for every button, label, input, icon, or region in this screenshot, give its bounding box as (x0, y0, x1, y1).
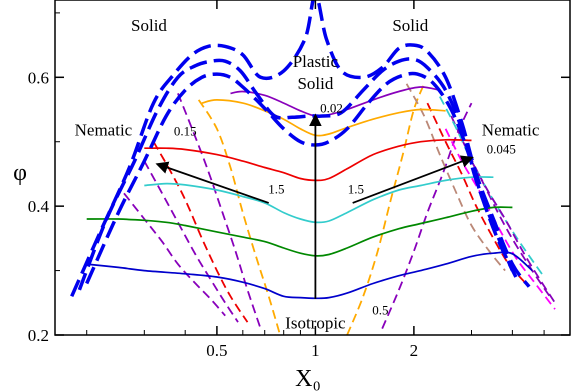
annotation-nematic-right: Nematic (482, 120, 540, 139)
annotation-v-15-right: 1.5 (348, 181, 364, 196)
series-line-boundary-inner (85, 71, 518, 285)
series-line-dash-cyan-right (439, 96, 545, 278)
annotation-nematic-left: Nematic (75, 120, 133, 139)
annotation-layer: Solid Solid Plastic Solid 0.02 Nematic 0.15 Nem… (75, 16, 540, 333)
series-line-dash-purple-left-2 (143, 160, 239, 323)
y-tick-label: 0.2 (28, 326, 49, 345)
series-line-dash-brown-right (405, 83, 506, 272)
annotation-v-15-left: 1.5 (268, 181, 284, 196)
series-line-dash-red-right (426, 102, 527, 285)
series-line-dash-purple-right-1 (381, 102, 473, 329)
series-line-dash-purple-left-1 (177, 93, 262, 329)
arrow-left (155, 161, 270, 204)
series-line-red (144, 138, 472, 182)
arrow-right (352, 155, 474, 204)
annotation-v-05: 0.5 (372, 302, 388, 317)
annotation-plastic: Plastic (293, 52, 339, 71)
series-line-dash-purple-right-3 (470, 160, 556, 304)
annotation-plastic-solid: Solid (297, 74, 333, 93)
series-line-green (86, 206, 513, 257)
annotation-solid-left: Solid (131, 16, 167, 35)
axis-layer: 0.5 1 2 0.2 0.4 0.6 (28, 0, 571, 360)
plot-frame (54, 0, 571, 336)
y-tick-label: 0.4 (28, 197, 50, 216)
annotation-v-0045: 0.045 (487, 141, 516, 156)
y-tick-label: 0.6 (28, 68, 49, 87)
arrow-layer (155, 113, 474, 299)
x-tick-label: 2 (410, 341, 419, 360)
annotation-v-002: 0.02 (320, 101, 343, 116)
annotation-v-015: 0.15 (174, 123, 197, 138)
x-axis-label: X₀ (295, 366, 321, 391)
series-line-blue (86, 251, 533, 300)
x-tick-label: 0.5 (206, 341, 227, 360)
x-tick-label: 1 (311, 341, 320, 360)
series-line-boundary-mid (77, 57, 515, 291)
annotation-isotropic: Isotropic (285, 314, 346, 333)
annotation-solid-right: Solid (392, 16, 428, 35)
series-line-dash-red-left (152, 141, 249, 323)
y-axis-label: φ (13, 160, 27, 186)
series-line-dash-purple-left-3 (123, 192, 226, 317)
series-line-dash-orange-right (346, 83, 426, 335)
series-line-dash-orange-left (197, 99, 281, 335)
